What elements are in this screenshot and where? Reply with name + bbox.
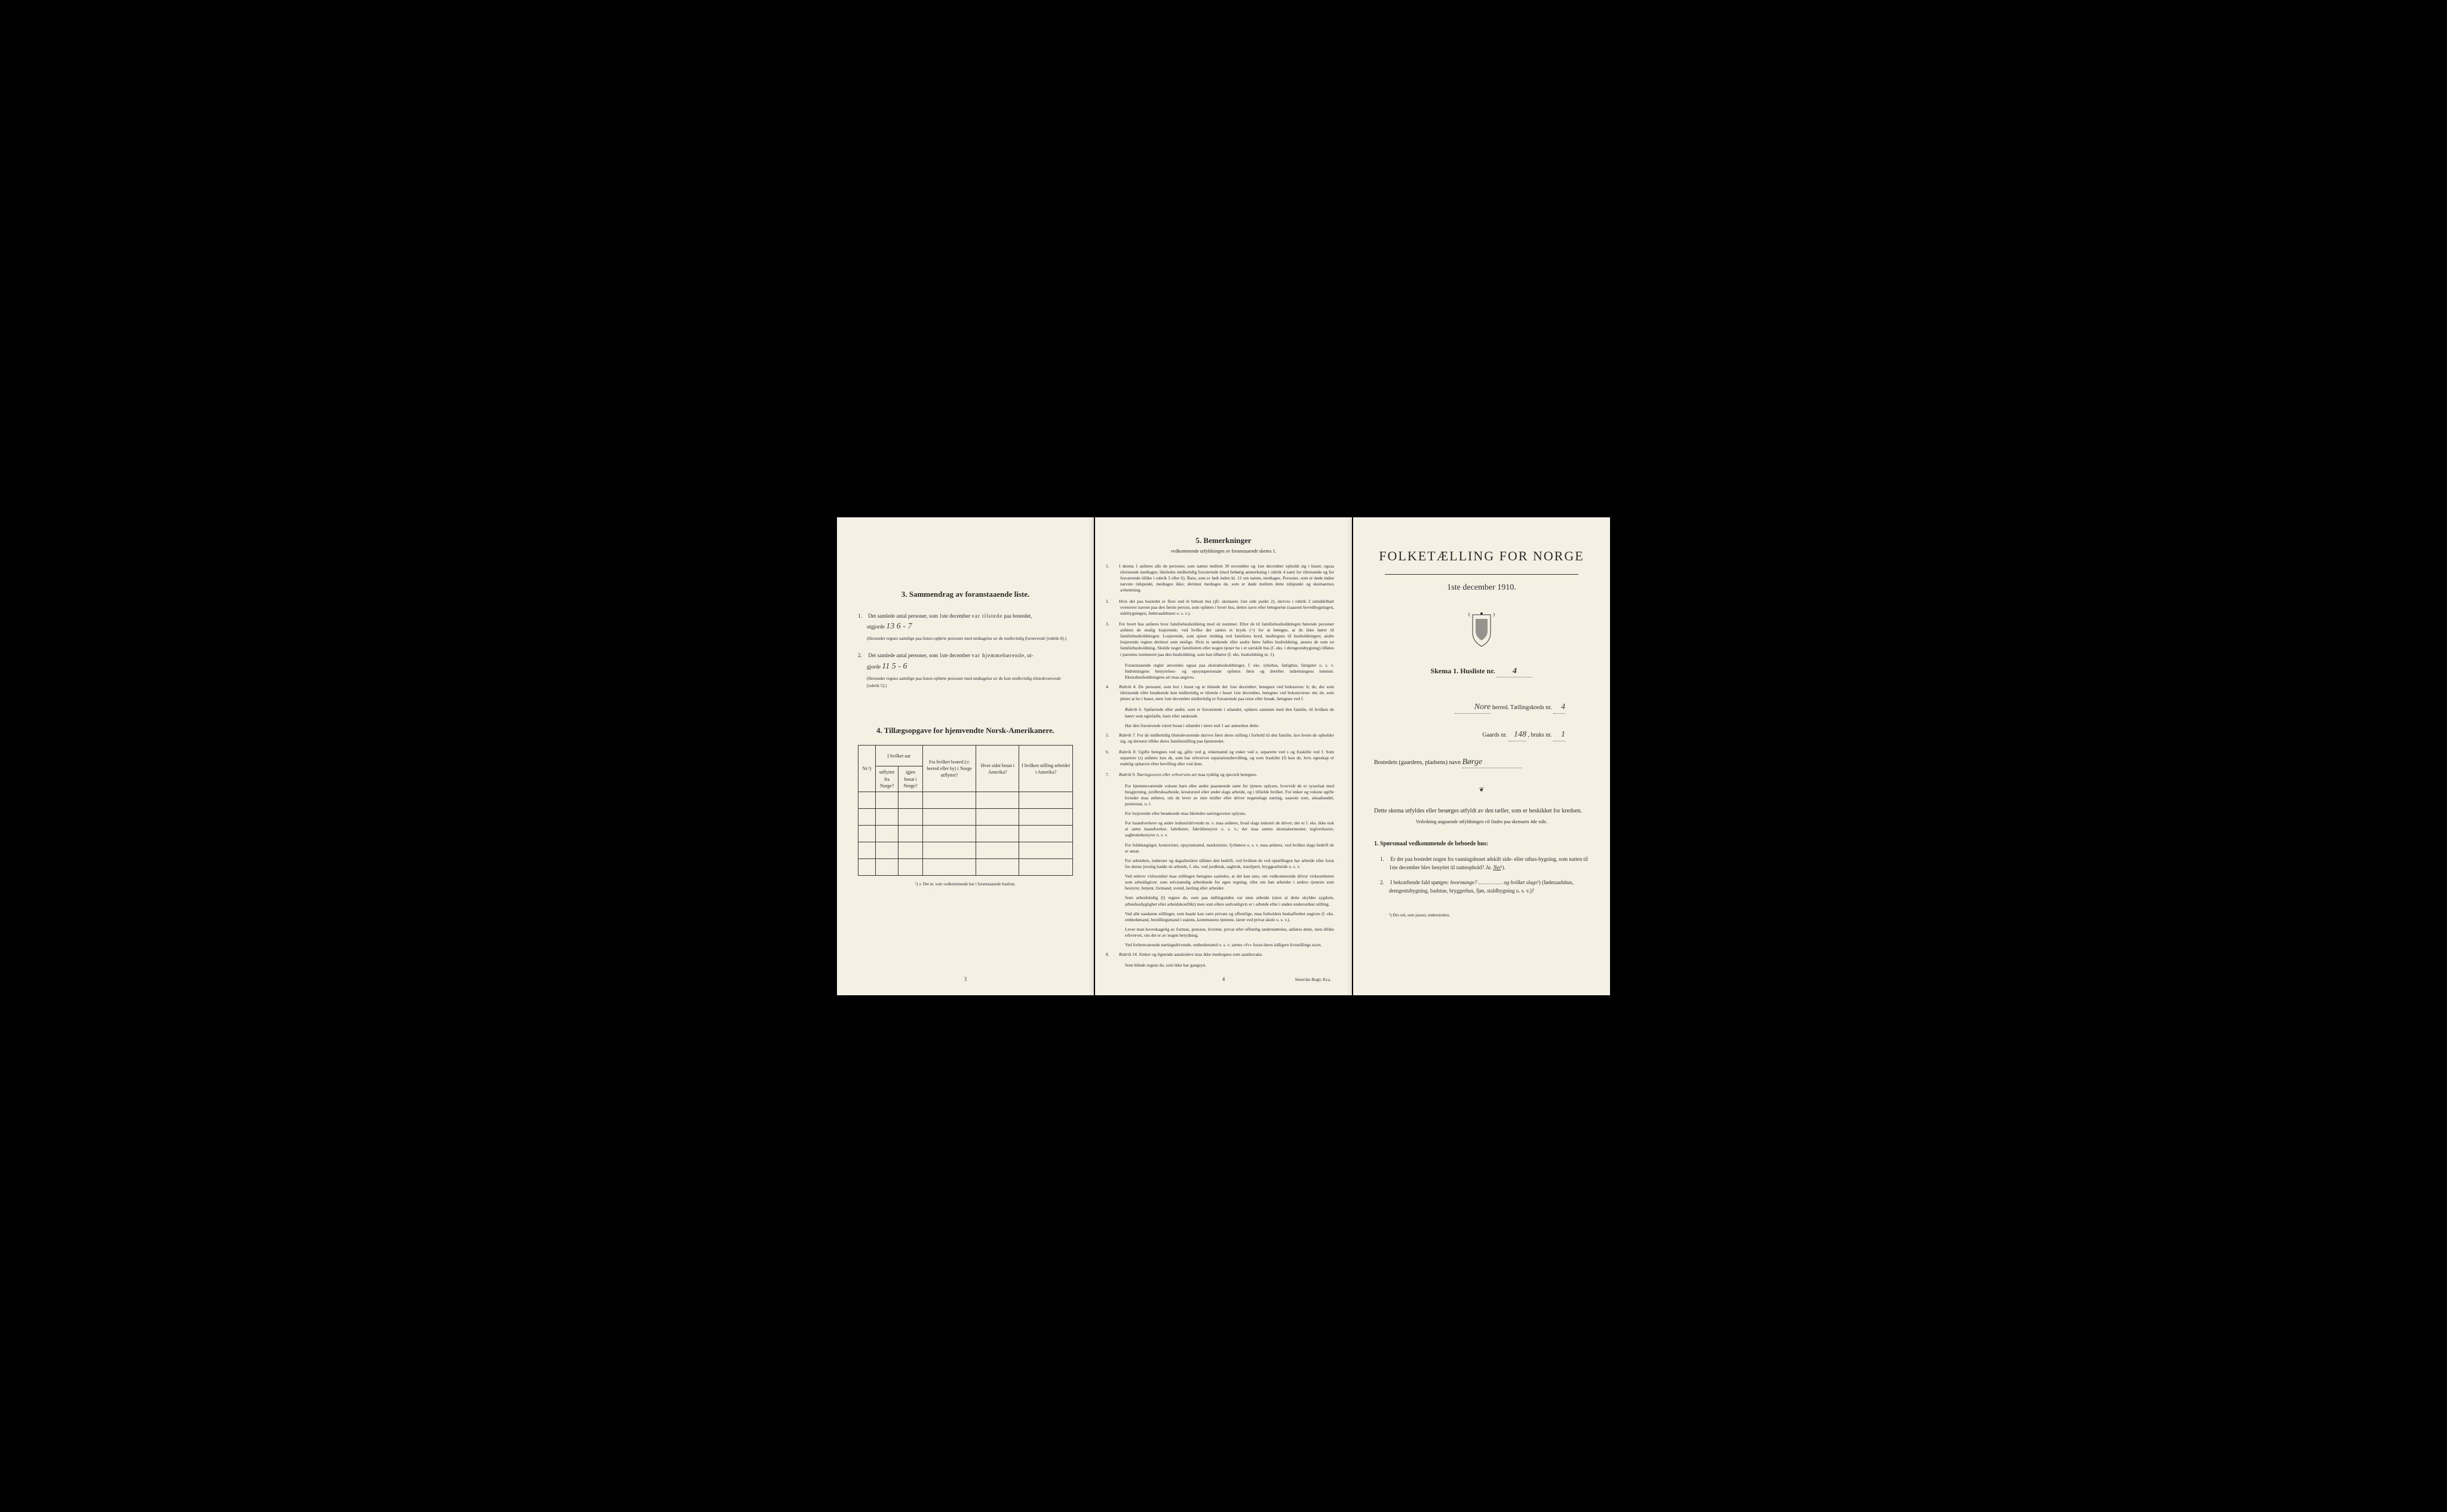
item-text: utgjorde: [858, 624, 885, 630]
remark-8: 8.Rubrik 14. Sinker og lignende aandsslø…: [1113, 952, 1334, 958]
document-container: 3. Sammendrag av foranstaaende liste. 1.…: [837, 517, 1610, 995]
section-3-item-1: 1. Det samlede antal personer, som 1ste …: [858, 612, 1073, 643]
bosted-line: Bostedets (gaardens, pladsens) navn Børg…: [1374, 756, 1589, 769]
divider: [1385, 574, 1578, 575]
answer-nei: Nei: [1493, 864, 1501, 870]
page-number: 3: [964, 976, 967, 983]
herred-name: Nore: [1455, 701, 1491, 714]
section-5-subtitle: vedkommende utfyldningen av foranstaaend…: [1113, 548, 1334, 554]
item-text: gjorde: [858, 664, 881, 670]
remark-9-p8: Ved alle saadanne stillinger, som baade …: [1113, 911, 1334, 923]
question-1: 1. Er der paa bostedet nogen fra vaaning…: [1374, 855, 1589, 872]
page-middle: 5. Bemerkninger vedkommende utfyldningen…: [1095, 517, 1352, 995]
remark-9-p2: For losjerende eller besøkende maa likel…: [1113, 811, 1334, 817]
table-header: igjen bosat i Norge?: [899, 766, 922, 792]
handwritten-value: 11 5 - 6: [882, 662, 907, 671]
remark-9-p10: Ved forhenværende næringsdrivende, embed…: [1113, 942, 1334, 948]
bosted-value: Børge: [1462, 756, 1522, 769]
printer-note: Steen'ske Bogtr. Kr.a.: [1295, 977, 1331, 983]
remark-6-item: 6.Rubrik 8. Ugifte betegnes ved ug, gift…: [1113, 749, 1334, 767]
table-row: [858, 826, 1073, 842]
table-header-row: Nr.¹) I hvilket aar Fra hvilket bosted (…: [858, 746, 1073, 766]
gaards-value: 148: [1508, 729, 1526, 741]
table-header: Hvor sidst bosat i Amerika?: [976, 746, 1019, 792]
item-number: 1.: [858, 612, 867, 620]
remark-2: 2.Hvis der paa bostedet er flere end ét …: [1113, 599, 1334, 617]
remark-9-p7: Som arbeidsledig (l) regnes de, som paa …: [1113, 895, 1334, 907]
item-text: paa bostedet,: [1004, 613, 1032, 619]
table-row: [858, 842, 1073, 859]
shield-svg: [1467, 612, 1497, 648]
remark-9-p3: For haandverkere og andre industridriven…: [1113, 820, 1334, 838]
remark-6-para: Har den fraværende været bosat i utlande…: [1113, 723, 1334, 729]
flower-divider-icon: ❦: [1374, 786, 1589, 795]
question-2: 2. I bekræftende fald spørges: hvormange…: [1374, 879, 1589, 895]
item-note: (Herunder regnes samtlige paa listen opf…: [858, 675, 1073, 689]
page-number: 4: [1222, 976, 1225, 983]
table-footnote: ¹) ɔ: Det nr. som vedkommende har i fora…: [858, 882, 1073, 888]
item-bold: var hjemmehørende: [971, 652, 1025, 658]
item-bold: var tilstede: [971, 613, 1002, 619]
table-row: [858, 809, 1073, 826]
coat-of-arms-icon: [1467, 612, 1497, 648]
husliste-value: 4: [1497, 665, 1532, 678]
table-row: [858, 859, 1073, 876]
remark-7: 7.Rubrik 9. Næringsveien eller erhvervet…: [1113, 772, 1334, 778]
table-header: Fra hvilket bosted (ɔ: herred eller by) …: [922, 746, 976, 792]
remark-9-p6: Ved enhver virksomhet maa stillingen bet…: [1113, 873, 1334, 891]
item-text: Det samlede antal personer, som 1ste dec…: [868, 652, 970, 658]
remark-4: 4.Rubrik 4. De personer, som bor i huset…: [1113, 684, 1334, 702]
table-header: utflyttet fra Norge?: [875, 766, 899, 792]
remark-3-para: Foranstaaende regler anvendes ogsaa paa …: [1113, 663, 1334, 680]
herred-line: Nore herred. Tællingskreds nr. 4: [1374, 701, 1589, 714]
section-3-item-2: 2. Det samlede antal personer, som 1ste …: [858, 651, 1073, 689]
table-header: Nr.¹): [858, 746, 876, 792]
remark-14-para: Som blinde regnes de, som ikke har gangs…: [1113, 962, 1334, 968]
footnote: ¹) Det ord, som passer, understrekes.: [1374, 913, 1589, 919]
remark-9-p1: For hjemmeværende voksne barn eller andr…: [1113, 783, 1334, 808]
table-row: [858, 792, 1073, 809]
remark-9-p5: For arbeidere, inderster og dagarbeidere…: [1113, 858, 1334, 870]
gaards-line: Gaards nr. 148 , bruks nr. 1: [1374, 729, 1589, 741]
kreds-value: 4: [1553, 701, 1565, 714]
bruks-value: 1: [1553, 729, 1565, 741]
section-4-title: 4. Tillægsopgave for hjemvendte Norsk-Am…: [858, 725, 1073, 736]
skema-line: Skema 1. Husliste nr. 4: [1374, 665, 1589, 678]
question-header: 1. Spørsmaal vedkommende de beboede hus:: [1374, 840, 1589, 848]
main-title: FOLKETÆLLING FOR NORGE: [1374, 547, 1589, 566]
table-header: I hvilken stilling arbeidet i Amerika?: [1019, 746, 1073, 792]
section-5-title: 5. Bemerkninger: [1113, 535, 1334, 546]
section-3-title: 3. Sammendrag av foranstaaende liste.: [858, 589, 1073, 600]
instruction-text: Dette skema utfyldes eller besørges utfy…: [1374, 806, 1589, 815]
date-line: 1ste december 1910.: [1374, 582, 1589, 594]
item-text: Det samlede antal personer, som 1ste dec…: [868, 613, 970, 619]
remark-6: Rubrik 6. Sjøfarende eller andre, som er…: [1113, 707, 1334, 719]
section-4-table: Nr.¹) I hvilket aar Fra hvilket bosted (…: [858, 745, 1073, 876]
table-header: I hvilket aar: [875, 746, 922, 766]
remark-3: 3.For hvert hus anføres hver familiehush…: [1113, 621, 1334, 658]
handwritten-value: 13 6 - 7: [886, 622, 912, 631]
instruction-sub: Veiledning angaaende utfyldningen vil fi…: [1374, 818, 1589, 825]
remark-9-p4: For fuldmægtiger, kontorister, opsynsmæn…: [1113, 842, 1334, 854]
page-right: FOLKETÆLLING FOR NORGE 1ste december 191…: [1353, 517, 1610, 995]
remark-1: 1.I skema 1 anføres alle de personer, so…: [1113, 563, 1334, 594]
remark-5: 5.Rubrik 7. For de midlertidig tilstedev…: [1113, 732, 1334, 744]
remark-9-p9: Lever man hovedsagelig av formue, pensio…: [1113, 927, 1334, 939]
item-note: (Herunder regnes samtlige paa listen opf…: [858, 635, 1073, 642]
item-number: 2.: [858, 651, 867, 660]
page-left: 3. Sammendrag av foranstaaende liste. 1.…: [837, 517, 1094, 995]
